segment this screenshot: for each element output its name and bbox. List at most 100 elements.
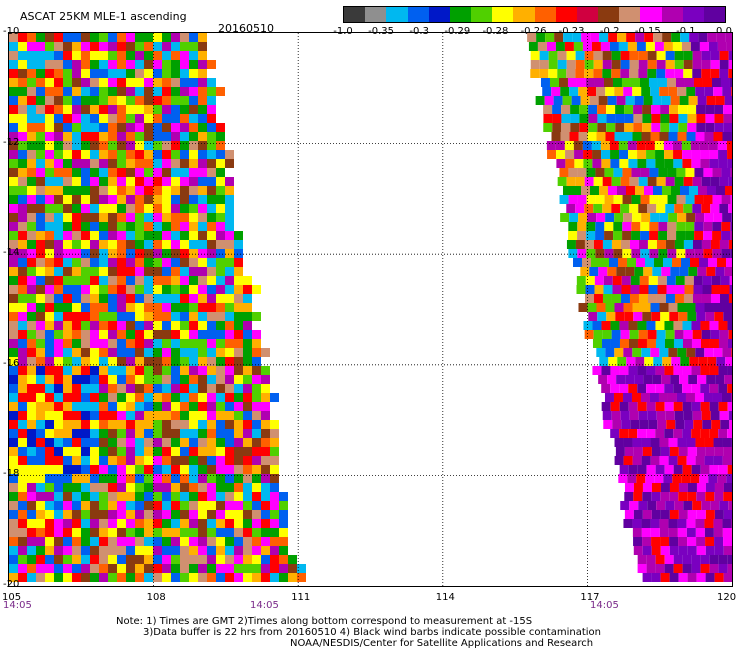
data-cell [234,429,243,438]
data-cell [9,339,18,348]
data-cell [683,69,693,78]
data-cell [171,42,180,51]
data-cell [126,465,135,474]
data-cell [621,78,631,87]
data-cell [692,177,702,186]
data-cell [153,141,162,150]
data-cell [117,492,126,501]
data-cell [126,78,135,87]
data-cell [730,393,732,402]
data-cell [216,132,225,141]
data-cell [727,321,732,330]
data-cell [63,69,72,78]
data-cell [706,375,716,384]
data-cell [135,330,144,339]
data-cell [18,168,27,177]
data-cell [225,195,234,204]
data-cell [659,519,669,528]
data-cell [659,303,669,312]
data-cell [252,555,261,564]
data-cell [18,123,27,132]
data-cell [36,456,45,465]
data-cell [171,555,180,564]
data-cell [9,312,18,321]
data-cell [126,276,135,285]
data-cell [207,411,216,420]
data-cell [646,339,656,348]
data-cell [198,69,207,78]
data-cell [99,204,108,213]
data-cell [527,33,537,42]
data-cell [27,159,36,168]
data-cell [108,303,117,312]
data-cell [207,384,216,393]
data-cell [63,429,72,438]
data-cell [45,114,54,123]
data-cell [270,438,279,447]
data-cell [216,501,225,510]
data-cell [587,132,597,141]
data-cell [198,384,207,393]
data-cell [641,348,651,357]
data-cell [270,393,279,402]
data-cell [243,456,252,465]
data-cell [18,420,27,429]
data-cell [207,114,216,123]
data-cell [27,105,36,114]
data-cell [9,555,18,564]
data-cell [683,177,693,186]
data-cell [628,339,638,348]
data-cell [609,258,619,267]
data-cell [36,321,45,330]
data-cell [189,168,198,177]
data-cell [658,231,668,240]
color-scale-label: 0.0 [716,26,732,37]
data-cell [135,51,144,60]
data-cell [63,573,72,582]
data-cell [561,114,571,123]
data-cell [144,483,153,492]
data-cell [189,492,198,501]
data-cell [45,159,54,168]
data-cell [710,294,720,303]
data-cell [162,294,171,303]
data-cell [162,123,171,132]
data-cell [54,285,63,294]
data-cell [697,96,707,105]
data-cell [171,357,180,366]
data-cell [72,150,81,159]
data-cell [198,258,207,267]
data-cell [90,168,99,177]
data-cell [646,465,656,474]
data-cell [673,384,683,393]
data-cell [234,411,243,420]
data-cell [171,204,180,213]
data-cell [679,375,689,384]
data-cell [216,321,225,330]
data-cell [261,375,270,384]
data-cell [691,321,701,330]
data-cell [638,204,648,213]
data-cell [650,303,660,312]
data-cell [668,438,678,447]
data-cell [144,258,153,267]
data-cell [9,294,18,303]
data-cell [27,303,36,312]
data-cell [620,177,630,186]
data-cell [539,51,549,60]
data-cell [189,537,198,546]
data-cell [9,249,18,258]
data-cells [9,33,732,582]
data-cell [63,249,72,258]
data-cell [63,78,72,87]
data-cell [18,528,27,537]
data-cell [709,366,719,375]
data-cell [678,114,688,123]
data-cell [117,159,126,168]
data-cell [36,438,45,447]
data-cell [117,177,126,186]
data-cell [270,420,279,429]
data-cell [573,42,583,51]
data-cell [54,348,63,357]
data-cell [180,132,189,141]
